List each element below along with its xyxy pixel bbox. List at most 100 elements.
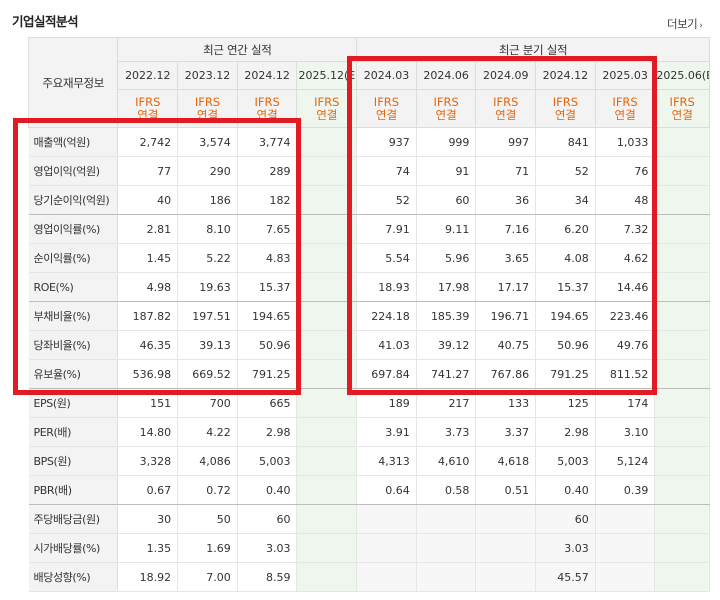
annual-value-cell: 5,003: [237, 446, 298, 476]
quarter-value-cell: [595, 504, 656, 534]
table-row: 당기순이익(억원) 40 186 182 52 60 36 34 48: [28, 185, 710, 215]
table-row: 유보율(%) 536.98 669.52 791.25 697.84 741.27 767.…: [28, 359, 710, 389]
quarter-value-cell: [356, 533, 417, 563]
quarter-value-cell: 1,033: [595, 127, 656, 157]
ifrs-label: IFRS: [552, 94, 579, 109]
consolidated-label: 연결: [671, 107, 693, 122]
period-header: 2024.09: [475, 61, 537, 90]
quarter-value-cell: 60: [535, 504, 596, 534]
annual-value-cell: [296, 243, 358, 273]
quarter-value-cell: 811.52: [595, 359, 656, 389]
annual-value-cell: 182: [237, 185, 298, 215]
ifrs-label: IFRS: [254, 94, 280, 109]
more-link[interactable]: 더보기 ›: [667, 16, 703, 32]
table-row: 시가배당률(%) 1.35 1.69 3.03 3.03: [28, 533, 710, 563]
annual-value-cell: 197.51: [177, 301, 238, 331]
annual-value-cell: 3.03: [237, 533, 298, 563]
ifrs-label: IFRS: [135, 94, 161, 109]
ifrs-basis-label: IFRS 연결: [535, 89, 596, 128]
row-label: 매출액(억원): [28, 127, 119, 157]
quarter-value-cell: 18.93: [356, 272, 417, 302]
quarter-value-cell: 45.57: [535, 562, 596, 592]
quarter-value-cell: [416, 562, 477, 592]
ifrs-basis-label: IFRS 연결: [117, 89, 179, 128]
annual-group-header: 최근 연간 실적: [117, 37, 358, 62]
annual-value-cell: 3,328: [117, 446, 179, 476]
row-label: PBR(배): [28, 475, 119, 505]
annual-value-cell: 2,742: [117, 127, 179, 157]
annual-value-cell: 1.69: [177, 533, 238, 563]
annual-value-cell: 7.65: [237, 214, 298, 244]
annual-value-cell: 289: [237, 156, 298, 186]
table-row: 영업이익률(%) 2.81 8.10 7.65 7.91 9.11 7.16 6.20 7.32: [28, 214, 710, 244]
row-label: ROE(%): [28, 272, 119, 302]
annual-value-cell: 290: [177, 156, 238, 186]
quarter-value-cell: 3.10: [595, 417, 656, 447]
quarter-value-cell: [654, 243, 710, 273]
more-label[interactable]: 더보기: [667, 17, 698, 31]
quarter-value-cell: [654, 359, 710, 389]
quarter-value-cell: 999: [416, 127, 477, 157]
annual-value-cell: [296, 301, 358, 331]
quarter-value-cell: 185.39: [416, 301, 477, 331]
ifrs-label: IFRS: [314, 94, 340, 109]
quarter-value-cell: [654, 417, 710, 447]
row-label: BPS(원): [28, 446, 119, 476]
annual-value-cell: 0.40: [237, 475, 298, 505]
quarter-value-cell: [654, 504, 710, 534]
quarter-value-cell: 52: [535, 156, 596, 186]
row-label: 배당성향(%): [28, 562, 119, 592]
quarter-value-cell: 3.65: [475, 243, 537, 273]
annual-value-cell: 4.22: [177, 417, 238, 447]
quarter-value-cell: 697.84: [356, 359, 417, 389]
quarter-value-cell: 133: [475, 388, 537, 418]
annual-value-cell: [296, 272, 358, 302]
annual-value-cell: [296, 562, 358, 592]
quarter-value-cell: 71: [475, 156, 537, 186]
quarter-value-cell: [416, 533, 477, 563]
row-label: 당기순이익(억원): [28, 185, 119, 215]
quarter-value-cell: 5.54: [356, 243, 417, 273]
annual-value-cell: [296, 417, 358, 447]
period-header: 2024.12: [236, 61, 298, 90]
quarter-value-cell: 4,313: [356, 446, 417, 476]
row-label: 주당배당금(원): [28, 504, 119, 534]
row-label: EPS(원): [28, 388, 119, 418]
quarter-value-cell: 3.91: [356, 417, 417, 447]
ifrs-basis-label: IFRS 연결: [594, 89, 656, 128]
annual-value-cell: 2.98: [237, 417, 298, 447]
table-row: 당좌비율(%) 46.35 39.13 50.96 41.03 39.12 40.75 50.…: [28, 330, 710, 360]
quarter-value-cell: [595, 562, 656, 592]
quarter-value-cell: [654, 562, 710, 592]
annual-value-cell: 0.72: [177, 475, 238, 505]
table-row: 부채비율(%) 187.82 197.51 194.65 224.18 185.39 196…: [28, 301, 710, 331]
annual-value-cell: 1.35: [117, 533, 179, 563]
quarter-value-cell: [475, 504, 537, 534]
annual-value-cell: 151: [117, 388, 179, 418]
quarter-value-cell: 224.18: [356, 301, 417, 331]
chevron-right-icon: ›: [699, 21, 703, 31]
annual-value-cell: 30: [117, 504, 179, 534]
quarter-value-cell: 52: [356, 185, 417, 215]
quarter-value-cell: 34: [535, 185, 596, 215]
annual-value-cell: 3,774: [237, 127, 298, 157]
quarter-value-cell: 39.12: [416, 330, 477, 360]
annual-value-cell: 5.22: [177, 243, 238, 273]
annual-value-cell: 15.37: [237, 272, 298, 302]
period-header: 2024.03: [356, 61, 417, 90]
quarter-value-cell: 50.96: [535, 330, 596, 360]
quarter-value-cell: 4.62: [595, 243, 656, 273]
ifrs-basis-label: IFRS 연결: [356, 89, 417, 128]
consolidated-label: 연결: [137, 107, 159, 122]
quarter-value-cell: [654, 301, 710, 331]
annual-value-cell: [296, 214, 358, 244]
quarter-value-cell: 7.32: [595, 214, 656, 244]
quarter-value-cell: 194.65: [535, 301, 596, 331]
annual-value-cell: 60: [237, 504, 298, 534]
consolidated-label: 연결: [435, 107, 457, 122]
table-row: 배당성향(%) 18.92 7.00 8.59 45.57: [28, 562, 710, 592]
quarter-value-cell: [654, 533, 710, 563]
quarter-value-cell: 17.98: [416, 272, 477, 302]
quarter-value-cell: 74: [356, 156, 417, 186]
ifrs-label: IFRS: [493, 94, 519, 109]
